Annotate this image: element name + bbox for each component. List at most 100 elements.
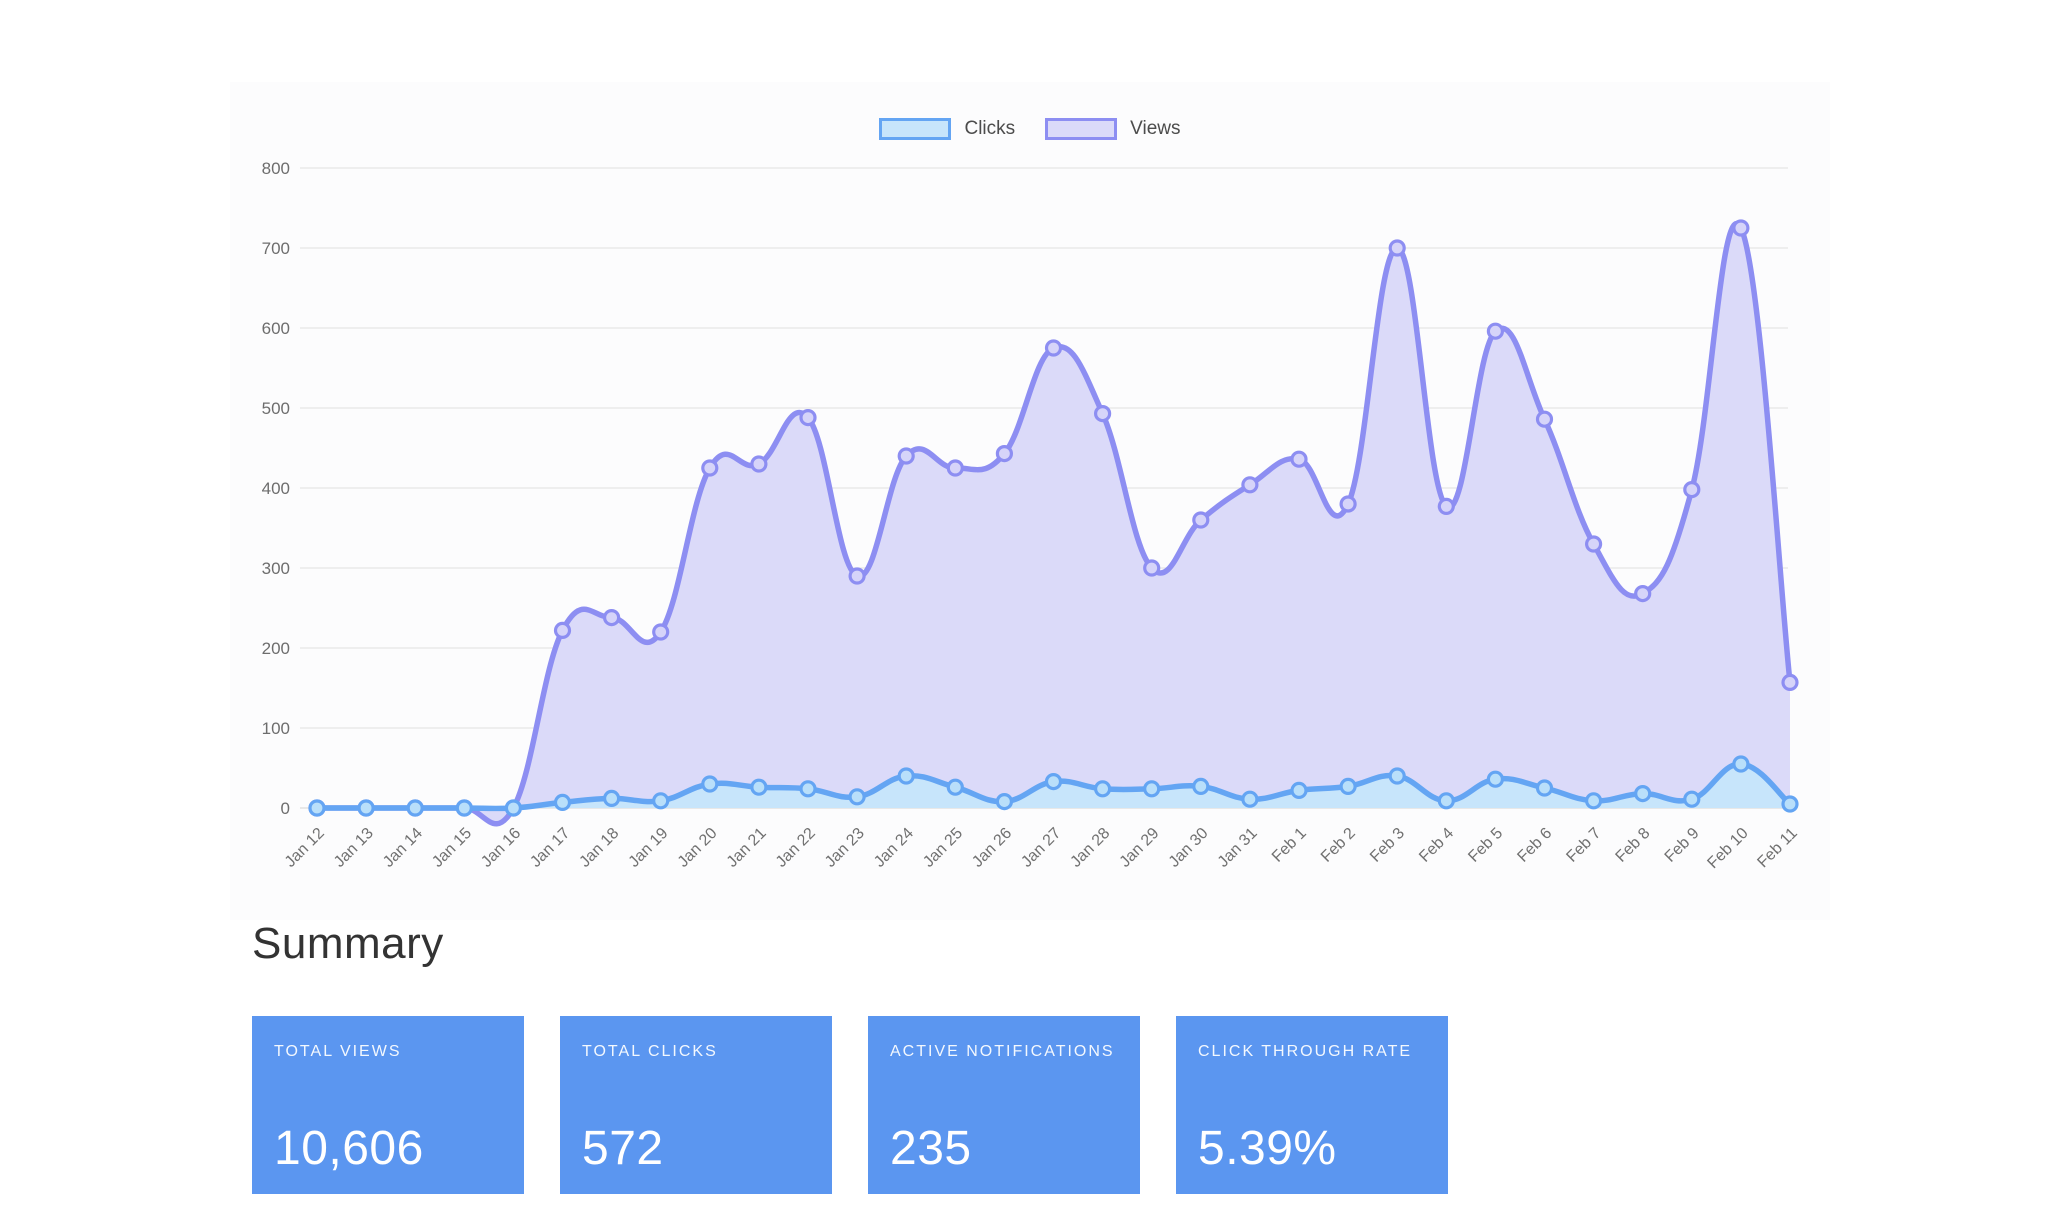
clicks-point[interactable] — [1241, 790, 1259, 808]
x-tick-label: Feb 6 — [1514, 825, 1555, 866]
views-point[interactable] — [1584, 535, 1603, 553]
views-point[interactable] — [946, 459, 964, 477]
views-point[interactable] — [1093, 405, 1112, 423]
clicks-point[interactable] — [1732, 755, 1750, 773]
views-point[interactable] — [1437, 497, 1455, 515]
total-clicks-card: TOTAL CLICKS 572 — [560, 1016, 832, 1194]
views-point[interactable] — [1192, 511, 1210, 529]
x-tick-label: Jan 26 — [969, 825, 1015, 871]
views-point[interactable] — [1781, 673, 1799, 692]
click-through-rate-value: 5.39% — [1198, 1122, 1337, 1175]
x-tick-label: Feb 8 — [1613, 825, 1654, 866]
x-tick-label: Jan 15 — [429, 825, 475, 871]
y-tick-label: 0 — [281, 799, 290, 818]
views-point[interactable] — [701, 459, 719, 477]
x-tick-label: Feb 1 — [1269, 825, 1310, 866]
y-tick-label: 400 — [262, 479, 290, 498]
x-tick-label: Jan 19 — [626, 825, 672, 871]
views-point[interactable] — [652, 623, 670, 641]
x-tick-label: Feb 2 — [1318, 825, 1359, 866]
clicks-point[interactable] — [1486, 770, 1505, 788]
clicks-point[interactable] — [1584, 792, 1603, 810]
clicks-point[interactable] — [603, 789, 621, 808]
views-point[interactable] — [1732, 219, 1750, 237]
y-tick-label: 300 — [262, 559, 290, 578]
summary-cards: TOTAL VIEWS 10,606 TOTAL CLICKS 572 ACTI… — [252, 1016, 1448, 1194]
clicks-point[interactable] — [357, 799, 375, 817]
total-clicks-label: TOTAL CLICKS — [582, 1043, 718, 1060]
views-point[interactable] — [995, 445, 1014, 463]
views-legend-swatch — [1045, 118, 1118, 140]
views-point[interactable] — [1535, 410, 1554, 428]
clicks-point[interactable] — [1339, 777, 1357, 796]
legend-item-clicks[interactable]: Clicks — [879, 118, 1015, 140]
views-point[interactable] — [1339, 495, 1357, 513]
clicks-point[interactable] — [406, 799, 424, 817]
views-point[interactable] — [603, 608, 621, 627]
clicks-point[interactable] — [848, 788, 866, 806]
x-tick-label: Feb 7 — [1563, 825, 1604, 866]
clicks-point[interactable] — [504, 799, 522, 817]
x-tick-label: Jan 17 — [527, 825, 573, 871]
x-tick-label: Jan 22 — [773, 825, 819, 871]
clicks-point[interactable] — [1143, 780, 1161, 798]
clicks-point[interactable] — [701, 775, 719, 793]
clicks-point[interactable] — [553, 793, 572, 812]
clicks-point[interactable] — [1192, 777, 1210, 796]
views-point[interactable] — [1634, 585, 1652, 603]
x-tick-label: Jan 23 — [822, 825, 868, 871]
views-point[interactable] — [553, 621, 572, 640]
views-point[interactable] — [1241, 476, 1259, 494]
clicks-point[interactable] — [946, 778, 964, 796]
x-tick-label: Jan 21 — [724, 825, 770, 871]
x-tick-label: Jan 14 — [380, 825, 426, 871]
active-notifications-card: ACTIVE NOTIFICATIONS 235 — [868, 1016, 1140, 1194]
legend-item-views[interactable]: Views — [1045, 118, 1181, 140]
x-tick-label: Jan 20 — [675, 825, 721, 871]
views-point[interactable] — [1290, 450, 1308, 468]
clicks-point[interactable] — [897, 767, 915, 785]
clicks-point[interactable] — [1093, 780, 1112, 798]
chart-legend: Clicks Views — [230, 118, 1830, 140]
x-tick-label: Feb 3 — [1367, 825, 1408, 866]
clicks-point[interactable] — [455, 799, 473, 817]
y-tick-label: 800 — [262, 159, 290, 178]
y-tick-label: 700 — [262, 239, 290, 258]
clicks-point[interactable] — [995, 792, 1014, 811]
clicks-point[interactable] — [1683, 790, 1701, 808]
clicks-point[interactable] — [1388, 767, 1406, 785]
views-point[interactable] — [750, 455, 768, 473]
clicks-point[interactable] — [1781, 795, 1799, 813]
clicks-point[interactable] — [1044, 772, 1063, 791]
views-point[interactable] — [1044, 339, 1063, 357]
total-views-value: 10,606 — [274, 1122, 424, 1175]
clicks-point[interactable] — [308, 799, 326, 817]
clicks-point[interactable] — [1634, 784, 1652, 803]
clicks-legend-swatch — [879, 118, 952, 140]
views-point[interactable] — [1388, 239, 1406, 257]
x-tick-label: Jan 31 — [1215, 825, 1261, 871]
views-point[interactable] — [848, 567, 866, 585]
views-point[interactable] — [1143, 559, 1161, 577]
x-tick-label: Jan 16 — [478, 825, 524, 871]
views-point[interactable] — [897, 447, 915, 465]
x-tick-label: Feb 9 — [1662, 825, 1703, 866]
clicks-point[interactable] — [750, 778, 768, 796]
y-tick-label: 200 — [262, 639, 290, 658]
views-point[interactable] — [1683, 481, 1701, 499]
clicks-point[interactable] — [1437, 792, 1455, 810]
views-point[interactable] — [799, 409, 817, 427]
total-clicks-value: 572 — [582, 1122, 664, 1175]
y-tick-label: 500 — [262, 399, 290, 418]
clicks-point[interactable] — [652, 792, 670, 810]
clicks-point[interactable] — [799, 780, 817, 798]
total-views-card: TOTAL VIEWS 10,606 — [252, 1016, 524, 1194]
views-point[interactable] — [1486, 322, 1505, 340]
x-tick-label: Jan 24 — [871, 825, 917, 871]
clicks-point[interactable] — [1290, 781, 1308, 800]
x-tick-label: Feb 11 — [1754, 825, 1800, 871]
active-notifications-label: ACTIVE NOTIFICATIONS — [890, 1043, 1115, 1060]
clicks-point[interactable] — [1535, 779, 1554, 797]
